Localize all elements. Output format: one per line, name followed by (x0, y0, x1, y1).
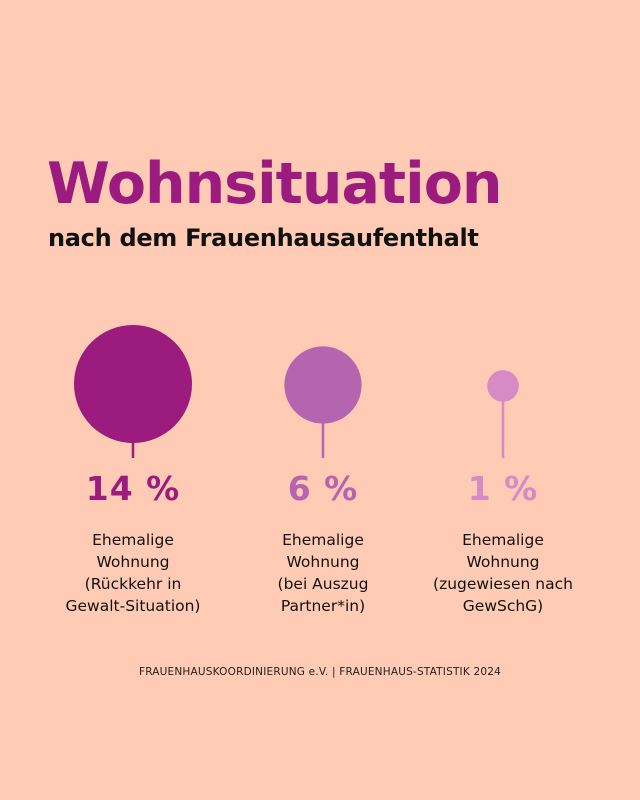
value-bubble (74, 325, 192, 443)
category-label: Ehemalige Wohnung (zugewiesen nach GewSc… (433, 531, 573, 615)
value-label: 6 % (288, 469, 359, 508)
chart-subtitle: nach dem Frauenhausaufenthalt (48, 224, 479, 252)
chart-title: Wohnsituation (47, 151, 502, 217)
source-footer: FRAUENHAUSKOORDINIERUNG e.V. | FRAUENHAU… (138, 666, 502, 678)
value-label: 14 % (86, 469, 180, 508)
value-bubble (487, 370, 519, 402)
category-label: Ehemalige Wohnung (bei Auszug Partner*in… (277, 531, 369, 615)
category-label: Ehemalige Wohnung (Rückkehr in Gewalt-Si… (65, 531, 201, 615)
value-label: 1 % (468, 469, 539, 508)
value-bubble (284, 346, 362, 424)
bubble-chart: 14 % 6 % 1 % (74, 325, 539, 508)
